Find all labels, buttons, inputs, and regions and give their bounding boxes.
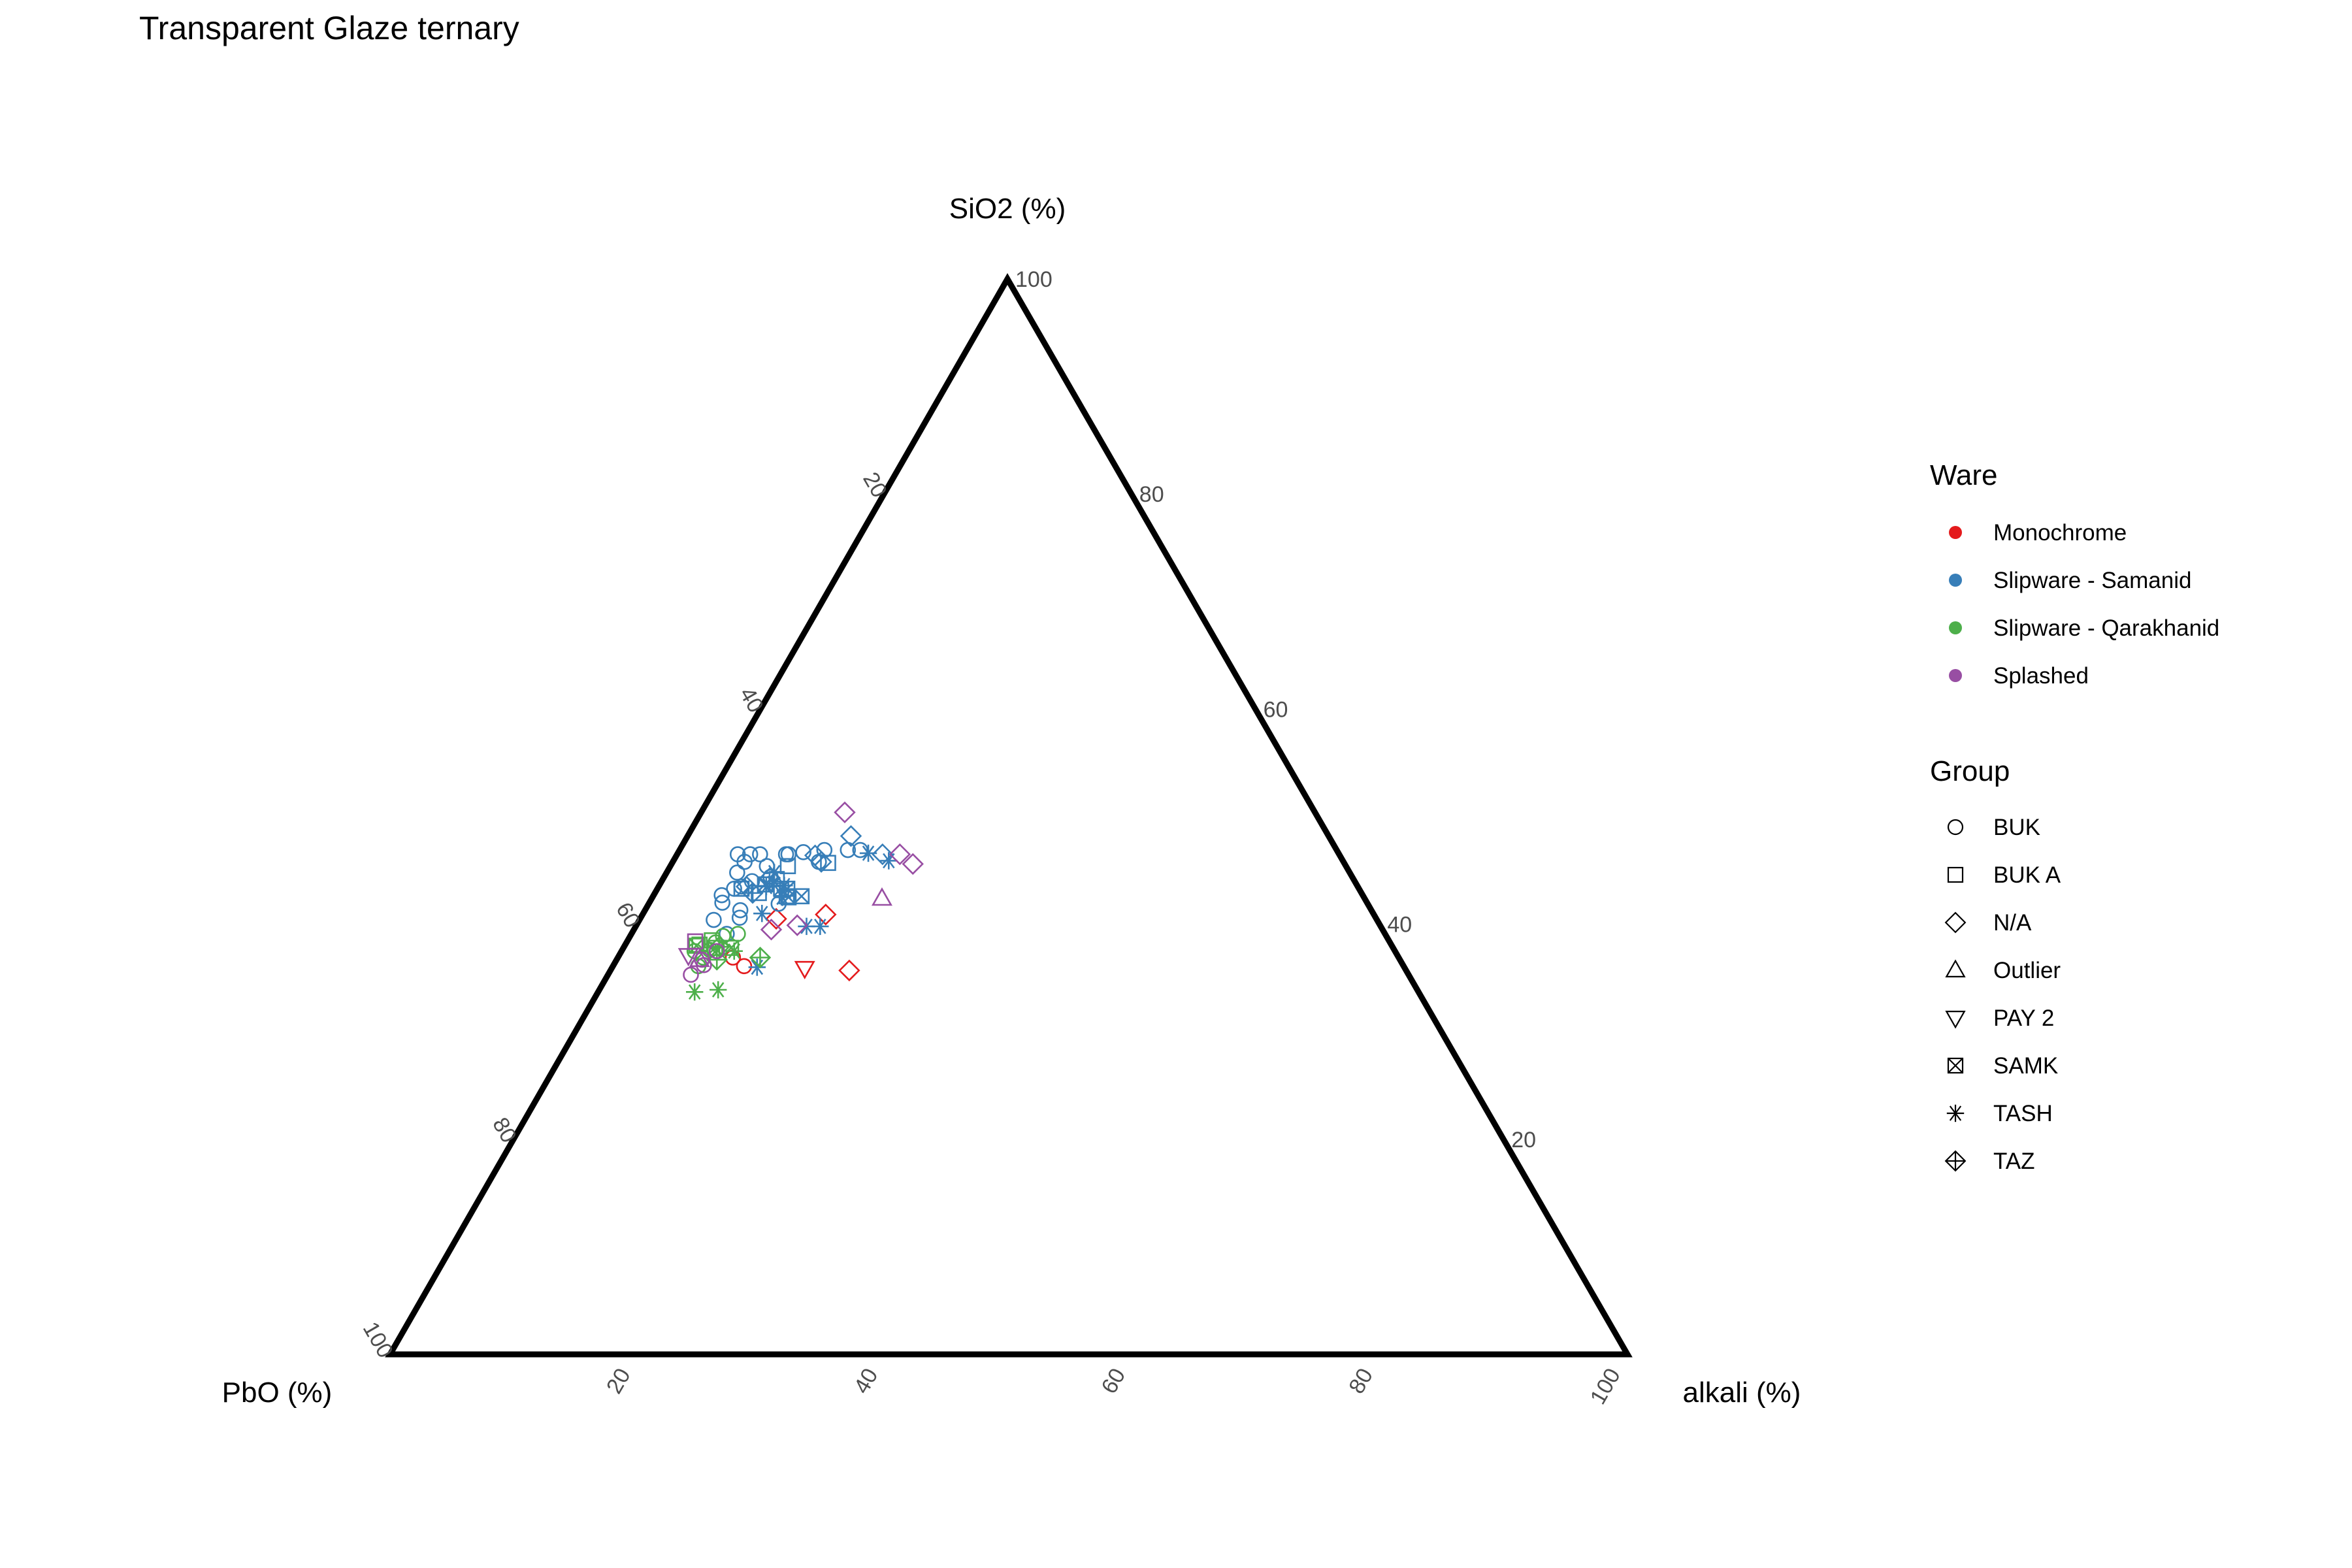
data-points — [678, 801, 924, 1001]
data-point — [779, 858, 796, 875]
data-point — [749, 946, 772, 969]
data-point — [730, 926, 746, 942]
data-point — [871, 887, 892, 906]
data-point — [760, 919, 783, 941]
tick-bottom-40: 40 — [849, 1364, 883, 1398]
legend-label-group: N/A — [1993, 910, 2032, 936]
data-point — [774, 889, 791, 906]
chart-title: Transparent Glaze ternary — [139, 10, 519, 46]
data-point — [795, 844, 811, 860]
tick-right-20: 20 — [1511, 1128, 1536, 1152]
legend-key-group — [1945, 1010, 1966, 1029]
data-point — [753, 904, 771, 923]
tick-bottom-60: 60 — [1097, 1364, 1131, 1398]
tick-left-80: 80 — [487, 1113, 521, 1147]
data-point — [765, 864, 783, 881]
legend-label-group: SAMK — [1993, 1053, 2058, 1079]
ternary-frame — [385, 272, 1633, 1358]
legend-label-ware: Slipware - Samanid — [1993, 568, 2191, 593]
data-point — [838, 959, 860, 982]
legend-key-ware — [1949, 621, 1962, 634]
axis-title-right: alkali (%) — [1683, 1377, 1801, 1409]
data-point — [794, 960, 815, 980]
legend-key-ware — [1949, 669, 1962, 682]
data-point — [880, 852, 898, 870]
tick-right-40: 40 — [1387, 913, 1412, 938]
legend-title-ware: Ware — [1930, 459, 1998, 491]
legend-key-group — [1947, 1057, 1964, 1074]
data-point — [708, 943, 725, 960]
tick-bottom-100: 100 — [1586, 1364, 1625, 1409]
data-point — [736, 853, 753, 870]
axis-title-left: PbO (%) — [222, 1377, 333, 1409]
tick-right-60: 60 — [1264, 697, 1288, 722]
legend-label-group: BUK — [1993, 815, 2040, 840]
data-point — [859, 844, 877, 862]
legend-key-group — [1944, 911, 1967, 934]
legend-key-group — [1947, 866, 1964, 883]
legend-key-ware — [1949, 574, 1962, 587]
legend-key-group — [1946, 1104, 1965, 1122]
data-point — [713, 887, 730, 904]
data-point — [683, 966, 699, 983]
data-point — [810, 851, 832, 873]
legend-label-group: PAY 2 — [1993, 1005, 2054, 1031]
legend-label-group: TAZ — [1993, 1149, 2035, 1174]
tick-left-60: 60 — [611, 898, 645, 932]
data-point — [820, 855, 836, 872]
data-point — [709, 981, 727, 999]
legend-label-ware: Splashed — [1993, 663, 2089, 689]
tick-right-100: 100 — [1015, 267, 1053, 292]
tick-left-20: 20 — [858, 468, 892, 502]
ternary-triangle — [385, 272, 1633, 1358]
data-point — [731, 909, 748, 926]
tick-left-40: 40 — [734, 683, 768, 717]
data-point — [752, 846, 768, 862]
legend-key-group — [1945, 959, 1966, 978]
tick-right-80: 80 — [1139, 482, 1164, 507]
legend-label-group: BUK A — [1993, 862, 2061, 888]
legend-label-ware: Monochrome — [1993, 520, 2127, 546]
data-point — [708, 936, 730, 958]
data-point — [816, 841, 833, 858]
data-point — [678, 948, 699, 967]
data-point — [742, 882, 764, 904]
data-point — [872, 843, 894, 866]
legend-label-group: TASH — [1993, 1101, 2053, 1126]
axis-title-top: SiO2 (%) — [949, 193, 1066, 225]
data-point — [840, 825, 862, 847]
legend-title-group: Group — [1930, 755, 2010, 787]
data-point — [689, 948, 710, 968]
legend-label-ware: Slipware - Qarakhanid — [1993, 615, 2219, 641]
data-point — [852, 841, 869, 858]
data-point — [706, 911, 722, 928]
data-point — [786, 914, 808, 936]
data-point — [765, 907, 787, 930]
data-point — [834, 801, 856, 824]
tick-bottom-20: 20 — [602, 1364, 636, 1398]
legend: Ware Monochrome Slipware - Samanid Slipware… — [1930, 459, 2219, 1174]
legend-key-group — [1947, 819, 1964, 836]
data-point — [902, 853, 924, 875]
legend-key-group — [1944, 1150, 1967, 1172]
tick-bottom-80: 80 — [1344, 1364, 1378, 1398]
data-point — [757, 877, 776, 896]
data-point — [815, 904, 837, 926]
data-point — [889, 843, 911, 866]
legend-key-ware — [1949, 526, 1962, 539]
data-point — [688, 938, 705, 954]
data-point — [811, 917, 829, 936]
data-point — [729, 864, 745, 881]
data-point — [685, 983, 704, 1001]
data-point — [793, 888, 810, 905]
data-point — [748, 958, 766, 976]
data-point — [736, 958, 753, 975]
data-point — [725, 942, 743, 960]
data-point — [714, 894, 730, 911]
legend-label-group: Outlier — [1993, 958, 2061, 983]
data-point — [732, 902, 749, 919]
